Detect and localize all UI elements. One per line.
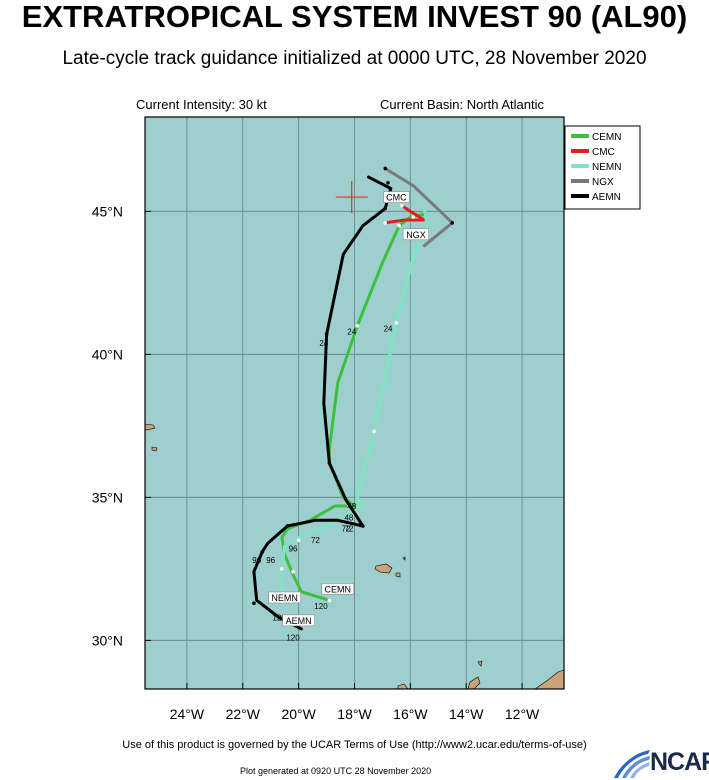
x-tick-label-1: 22°W [226,706,261,722]
track-point-aemn-0 [386,180,390,185]
track-point-nemn-4 [296,538,301,543]
forecast-hour-label-6: 72 [344,525,353,534]
current-basin: Current Basin: North Atlantic [380,97,545,112]
land-3 [395,572,401,578]
track-point-cmc-1 [383,221,388,225]
legend: CEMN CMC NEMN NGX AEMN [564,125,641,210]
track-cemn [280,212,426,602]
legend-label-cmc: CMC [592,147,615,158]
track-label-box-2 [321,583,355,595]
x-tick-label-5: 14°W [449,706,484,722]
page-subtitle: Late-cycle track guidance initialized at… [62,48,647,69]
track-point-aemn-1 [383,206,388,211]
ncar-logo-icon [614,750,650,778]
track-cmc [383,204,426,225]
track-nemn [280,207,429,605]
track-point-cmc-0 [400,203,404,208]
track-label-text-3: NEMN [271,593,298,603]
forecast-hour-label-13: 120 [286,633,300,642]
forecast-hour-label-12: 120 [314,602,328,611]
y-tick-label-3: 45°N [92,203,123,219]
track-point-nemn-5 [280,567,284,571]
track-point-cemn-1 [355,323,360,328]
legend-label-aemn: AEMN [592,192,621,203]
track-label-cemn: CEMN [321,583,355,595]
terms-of-use-note: Use of this product is governed by the U… [122,739,587,751]
track-label-cmc: CMC [383,191,410,203]
page-title: EXTRATROPICAL SYSTEM INVEST 90 (AL90) [21,0,688,34]
forecast-hour-label-2: 24 [384,325,393,334]
track-point-ngx-1 [450,221,455,225]
track-label-ngx: NGX [402,228,430,241]
track-label-text-0: CMC [386,193,407,203]
land-5 [467,676,481,690]
generated-timestamp: Plot generated at 0920 UTC 28 November 2… [240,766,432,776]
x-tick-label-2: 20°W [281,706,316,722]
forecast-hour-label-10: 96 [252,556,261,565]
y-tick-label-1: 35°N [92,489,123,505]
track-point-nemn-2 [372,429,376,434]
track-label-box-0 [383,191,410,203]
track-point-aemn-5 [285,524,290,528]
ncar-logo-text: NCAR [650,748,709,776]
forecast-hour-label-4: 48 [344,513,353,522]
forecast-hour-label-5: 72 [342,525,351,534]
current-position-marker [335,181,368,214]
track-label-box-3 [268,591,301,604]
track-point-cemn-0 [397,223,401,228]
legend-label-cemn: CEMN [592,132,621,143]
x-tick-label-6: 12°W [505,706,540,722]
plot-area: 24°W 22°W 20°W 18°W 16°W 14°W 12°W 30°N 35°N 40°N… [92,116,641,722]
track-point-nemn-1 [394,321,399,325]
forecast-hour-label-3: 48 [347,502,356,511]
track-point-aemn-6 [260,549,265,554]
x-tick-label-0: 24°W [170,706,205,722]
land-1 [151,446,158,452]
land-2 [374,563,393,574]
forecast-hour-label-9: 96 [266,556,275,565]
legend-label-nemn: NEMN [592,162,621,173]
land-4 [402,556,406,561]
track-point-aemn-2 [324,332,329,337]
y-tick-label-0: 30°N [92,632,123,648]
track-point-aemn-3 [327,461,332,465]
track-point-cemn-5 [327,598,332,603]
track-point-ngx-0 [383,166,388,171]
track-point-aemn-7 [252,601,256,605]
x-tick-label-4: 16°W [393,706,428,722]
track-label-text-1: NGX [406,230,426,240]
track-label-box-1 [402,228,430,241]
y-tick-label-2: 40°N [92,346,123,362]
track-point-aemn-4 [361,524,365,528]
track-label-aemn: AEMN [282,614,315,627]
track-point-cemn-4 [291,569,295,574]
legend-label-ngx: NGX [592,177,614,188]
track-label-text-4: AEMN [286,616,312,626]
forecast-hour-label-11: 120 [272,613,286,622]
x-tick-label-3: 18°W [337,706,372,722]
track-ngx [383,167,454,248]
track-label-nemn: NEMN [268,591,301,604]
forecast-hour-label-1: 24 [347,327,356,336]
current-intensity: Current Intensity: 30 kt [136,97,267,112]
forecast-hour-label-0: 24 [319,339,328,348]
forecast-hour-label-8: 96 [289,545,298,554]
track-point-nemn-0 [411,215,415,219]
track-label-box-4 [282,614,315,627]
forecast-hour-label-7: 72 [311,536,320,545]
track-label-text-2: CEMN [324,584,351,594]
land-6 [477,660,483,667]
